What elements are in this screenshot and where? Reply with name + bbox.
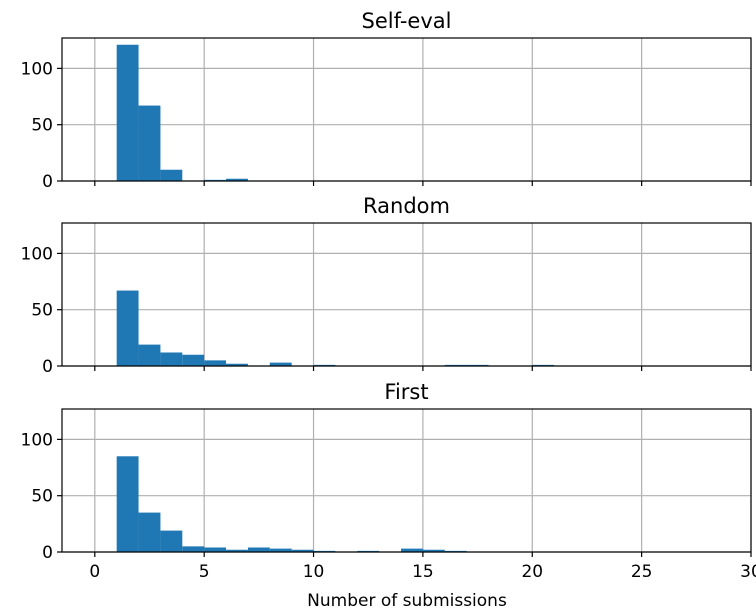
x-tick-label: 20 xyxy=(521,562,543,582)
panel-title: First xyxy=(384,380,428,404)
histogram-bar xyxy=(116,44,139,181)
x-tick-label: 15 xyxy=(412,562,434,582)
histogram-bar xyxy=(422,549,445,552)
panel-title: Random xyxy=(363,194,450,218)
y-tick-label: 50 xyxy=(31,116,53,136)
y-tick-label: 0 xyxy=(42,357,53,377)
histogram-bar xyxy=(138,344,161,366)
x-tick-label: 10 xyxy=(303,562,325,582)
axes-frame xyxy=(61,222,752,367)
histogram-bar xyxy=(160,352,183,366)
histogram-bar xyxy=(226,178,248,181)
histogram-panel: 0 50 100 Self-eval xyxy=(21,9,752,192)
histogram-bar xyxy=(182,354,205,366)
y-tick-label: 100 xyxy=(21,430,53,450)
x-tick-label: 5 xyxy=(199,562,210,582)
histogram-panel: 0 50 100 0 5 10 15 20 25 30 First xyxy=(21,380,756,582)
axes-frame xyxy=(61,37,752,182)
y-tick-label: 0 xyxy=(42,172,53,192)
panel-title: Self-eval xyxy=(362,9,452,33)
x-tick-label: 25 xyxy=(631,562,653,582)
histogram-bar xyxy=(247,547,270,552)
axes-frame xyxy=(61,408,752,553)
histogram-bar xyxy=(269,548,292,552)
y-tick-label: 100 xyxy=(21,244,53,264)
y-tick-label: 50 xyxy=(31,301,53,321)
histogram-bar xyxy=(182,546,205,552)
x-tick-label: 0 xyxy=(89,562,100,582)
histogram-bar xyxy=(401,548,423,552)
histogram-bar xyxy=(204,360,227,366)
histogram-bar xyxy=(204,547,227,552)
histogram-bar xyxy=(116,290,139,366)
histogram-bar xyxy=(160,530,183,552)
histogram-bar xyxy=(226,549,248,552)
x-axis-label: Number of submissions xyxy=(307,591,507,611)
histogram-bar xyxy=(226,363,248,366)
y-tick-label: 100 xyxy=(21,59,53,79)
histogram-bar xyxy=(291,549,314,552)
histogram-bar xyxy=(138,105,161,181)
y-tick-label: 50 xyxy=(31,487,53,507)
histogram-bar xyxy=(138,512,161,552)
panels-container: 0 50 100 Self-eval 0 50 100 Random 0 50 100 0 5 10 15 2… xyxy=(21,9,756,582)
histogram-bar xyxy=(269,362,292,366)
histogram-bar xyxy=(160,169,183,181)
y-tick-label: 0 xyxy=(42,543,53,563)
x-tick-label: 30 xyxy=(740,562,756,582)
histogram-panel: 0 50 100 Random xyxy=(21,194,752,377)
histogram-bar xyxy=(116,456,139,552)
